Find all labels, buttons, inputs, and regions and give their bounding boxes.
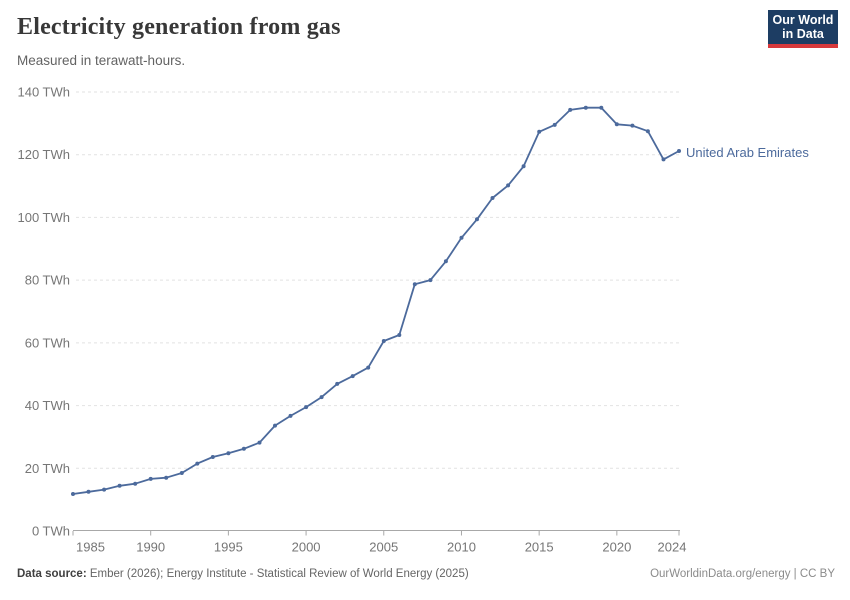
- y-axis-tick-label: 140 TWh: [17, 85, 70, 100]
- data-point-marker[interactable]: [71, 492, 75, 496]
- data-point-marker[interactable]: [117, 483, 122, 488]
- data-point-marker[interactable]: [568, 107, 573, 112]
- data-point-marker[interactable]: [335, 381, 340, 386]
- data-point-marker[interactable]: [257, 440, 262, 445]
- data-point-marker[interactable]: [630, 123, 635, 128]
- x-axis-tick-label: 2024: [658, 540, 687, 555]
- x-axis-tick-label: 2005: [369, 540, 398, 555]
- data-point-marker[interactable]: [179, 471, 184, 475]
- data-point-marker[interactable]: [661, 157, 666, 162]
- y-axis-tick-label: 20 TWh: [25, 461, 70, 476]
- data-point-marker[interactable]: [381, 339, 386, 343]
- data-point-marker[interactable]: [412, 282, 417, 287]
- data-source-label: Data source:: [17, 568, 87, 580]
- data-point-marker[interactable]: [677, 149, 681, 153]
- x-axis-tick-label: 1985: [76, 540, 105, 555]
- y-axis-tick-label: 60 TWh: [25, 335, 70, 350]
- data-point-marker[interactable]: [521, 164, 526, 169]
- data-point-marker[interactable]: [210, 455, 215, 459]
- page-title: Electricity generation from gas: [17, 14, 341, 40]
- owid-logo-line1: Our World: [772, 13, 834, 27]
- data-source-text: Ember (2026); Energy Institute - Statist…: [86, 568, 469, 580]
- y-axis-tick-label: 120 TWh: [17, 147, 70, 162]
- data-point-marker[interactable]: [459, 235, 464, 240]
- data-point-marker[interactable]: [614, 122, 619, 127]
- data-point-marker[interactable]: [288, 413, 293, 418]
- data-line[interactable]: [72, 106, 680, 495]
- y-axis-tick-label: 80 TWh: [25, 273, 70, 288]
- data-point-marker[interactable]: [319, 395, 324, 400]
- footer: Data source: Ember (2026); Energy Instit…: [17, 568, 835, 580]
- x-axis-tick-label: 2010: [447, 540, 476, 555]
- y-axis-tick-label: 100 TWh: [17, 210, 70, 225]
- data-point-marker[interactable]: [490, 196, 495, 200]
- entity-label: United Arab Emirates: [686, 145, 809, 160]
- data-point-marker[interactable]: [537, 129, 542, 134]
- data-point-marker[interactable]: [506, 183, 511, 188]
- data-point-marker[interactable]: [428, 278, 433, 283]
- data-point-marker[interactable]: [552, 122, 557, 127]
- x-axis-tick-label: 1995: [214, 540, 243, 555]
- data-point-marker[interactable]: [195, 461, 200, 466]
- data-source-note: Data source: Ember (2026); Energy Instit…: [17, 568, 469, 580]
- x-axis-tick-label: 2000: [292, 540, 321, 555]
- footer-license-text: OurWorldinData.org/energy | CC BY: [650, 568, 835, 580]
- data-point-marker[interactable]: [226, 451, 231, 456]
- data-point-marker[interactable]: [599, 105, 604, 110]
- data-point-marker[interactable]: [241, 446, 246, 451]
- data-point-marker[interactable]: [102, 487, 107, 492]
- data-point-marker[interactable]: [350, 374, 355, 379]
- data-point-marker[interactable]: [86, 489, 91, 494]
- owid-logo-text: Our World in Data: [773, 13, 834, 41]
- data-point-marker[interactable]: [273, 423, 277, 428]
- data-point-marker[interactable]: [583, 105, 588, 110]
- data-point-marker[interactable]: [164, 475, 169, 480]
- data-point-marker[interactable]: [148, 476, 153, 481]
- data-point-marker[interactable]: [133, 481, 138, 486]
- page-subtitle: Measured in terawatt-hours.: [17, 53, 186, 68]
- data-point-marker[interactable]: [304, 405, 309, 410]
- data-point-marker[interactable]: [443, 259, 448, 264]
- owid-logo-line2: in Data: [782, 27, 824, 41]
- x-axis-tick-label: 2020: [602, 540, 631, 555]
- data-point-marker[interactable]: [366, 365, 371, 370]
- y-axis-tick-label: 0 TWh: [32, 524, 70, 539]
- data-point-marker[interactable]: [397, 333, 402, 337]
- owid-logo: Our World in Data: [768, 10, 838, 48]
- x-axis-tick-label: 2015: [525, 540, 554, 555]
- y-axis-tick-label: 40 TWh: [25, 398, 70, 413]
- x-axis-tick-label: 1990: [136, 540, 165, 555]
- data-point-marker[interactable]: [645, 129, 650, 134]
- data-point-marker[interactable]: [475, 217, 479, 222]
